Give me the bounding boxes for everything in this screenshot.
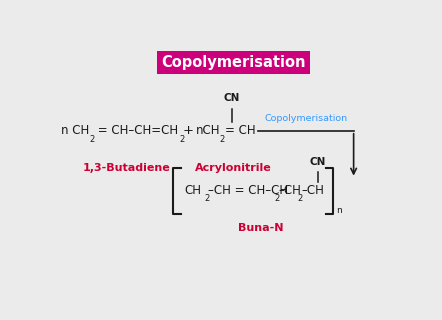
Text: 2: 2 [179, 135, 184, 144]
Text: –CH: –CH [301, 184, 324, 197]
Text: CH: CH [184, 184, 201, 197]
Text: CN: CN [310, 156, 326, 167]
Text: 2: 2 [220, 135, 225, 144]
Text: –CH: –CH [278, 184, 301, 197]
Text: +: + [183, 124, 194, 137]
Text: Copolymerisation: Copolymerisation [161, 55, 306, 70]
Text: Buna-N: Buna-N [238, 223, 284, 233]
Text: nCH: nCH [196, 124, 221, 137]
Text: CN: CN [224, 93, 240, 103]
Text: = CH–CH=CH: = CH–CH=CH [94, 124, 178, 137]
Text: n: n [336, 206, 342, 215]
Text: 2: 2 [297, 194, 303, 203]
Text: 2: 2 [89, 135, 94, 144]
Text: Acrylonitrile: Acrylonitrile [195, 163, 271, 173]
Text: –CH = CH–CH: –CH = CH–CH [208, 184, 289, 197]
Text: n CH: n CH [61, 124, 90, 137]
Text: Copolymerisation: Copolymerisation [264, 114, 347, 123]
Text: 2: 2 [274, 194, 279, 203]
Text: = CH: = CH [225, 124, 255, 137]
Text: 1,3-Butadiene: 1,3-Butadiene [83, 163, 171, 173]
Text: 2: 2 [205, 194, 210, 203]
